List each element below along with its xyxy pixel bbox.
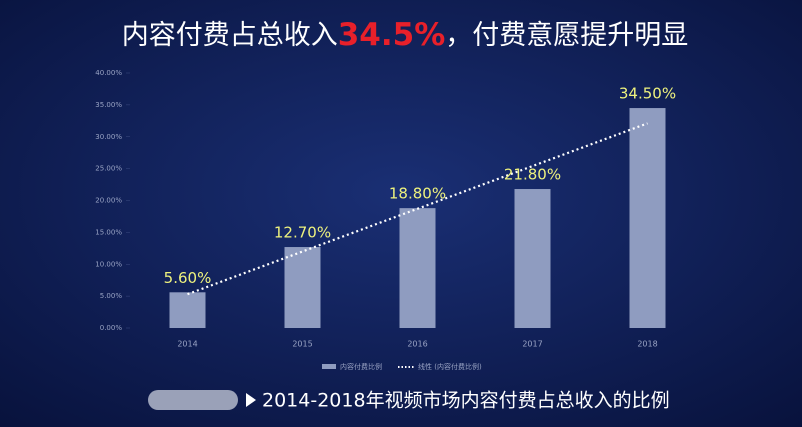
y-tick-label: 30.00% [95,133,122,141]
y-tick-label: 10.00% [95,260,122,268]
value-label: 18.80% [389,185,446,203]
x-tick-label: 2018 [637,340,657,349]
value-label: 12.70% [274,224,331,242]
value-label: 34.50% [619,85,676,103]
x-tick-label: 2015 [292,340,312,349]
caption-arrow [246,393,256,407]
x-tick-label: 2017 [522,340,542,349]
y-tick-label: 20.00% [95,197,122,205]
legend-label: 线性 (内容付费比例) [418,362,482,371]
y-tick-label: 25.00% [95,165,122,173]
value-label: 21.80% [504,166,561,184]
caption: 2014-2018年视频市场内容付费占总收入的比例 [262,390,670,412]
bar [514,189,551,328]
x-tick-label: 2014 [177,340,197,349]
legend-swatch [322,364,336,369]
bar [169,292,206,328]
y-tick-label: 15.00% [95,228,122,236]
y-tick-label: 5.00% [100,292,123,300]
title-suffix: ，付费意愿提升明显 [445,20,688,51]
bar [629,108,666,328]
value-label: 5.60% [164,269,212,287]
title-highlight: 34.5% [338,17,446,53]
y-tick-label: 35.00% [95,101,122,109]
trendline [187,122,648,296]
legend-label: 内容付费比例 [340,362,382,371]
bar [284,247,321,328]
source-badge [148,390,238,410]
bar [399,208,436,328]
x-tick-label: 2016 [407,340,427,349]
y-tick-label: 0.00% [100,324,123,332]
chart-title: 内容付费占总收入34.5%，付费意愿提升明显 [122,17,689,53]
y-tick-label: 40.00% [95,69,122,77]
title-prefix: 内容付费占总收入 [122,20,338,51]
